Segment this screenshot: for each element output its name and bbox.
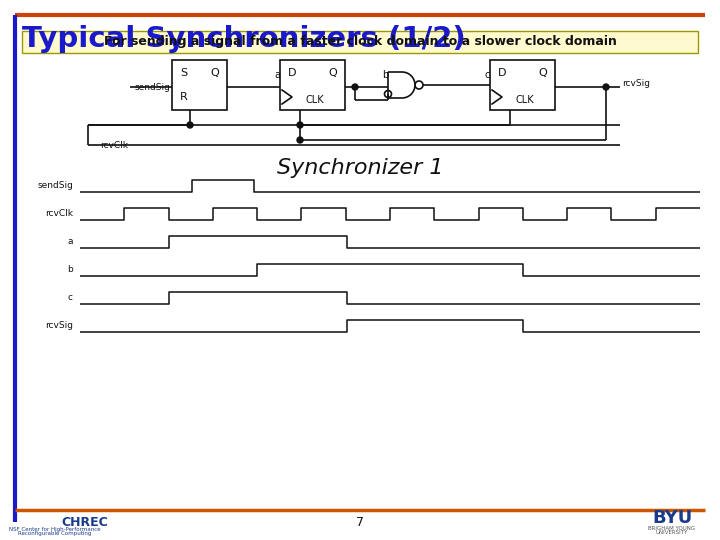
- Text: BRIGHAM YOUNG: BRIGHAM YOUNG: [649, 525, 696, 530]
- Text: Synchronizer 1: Synchronizer 1: [276, 158, 444, 178]
- Text: b: b: [67, 266, 73, 274]
- Text: D: D: [288, 68, 296, 78]
- Text: sendSig: sendSig: [37, 181, 73, 191]
- Circle shape: [297, 137, 303, 143]
- Bar: [172, 60, 227, 110]
- Text: CLK: CLK: [306, 95, 324, 105]
- Text: rcvClk: rcvClk: [100, 140, 128, 150]
- Text: NSF Center for High-Performance: NSF Center for High-Performance: [9, 526, 101, 531]
- Text: rcvSig: rcvSig: [45, 321, 73, 330]
- Circle shape: [187, 122, 193, 128]
- Bar: [490, 60, 555, 110]
- Circle shape: [603, 84, 609, 90]
- Text: S: S: [181, 68, 188, 78]
- Text: R: R: [180, 92, 188, 102]
- Text: UNIVERSITY: UNIVERSITY: [656, 530, 688, 535]
- Text: Q: Q: [211, 68, 220, 78]
- Text: Q: Q: [539, 68, 547, 78]
- Circle shape: [352, 84, 358, 90]
- Text: sendSig: sendSig: [134, 83, 170, 91]
- Text: For sending a signal from a faster clock domain to a slower clock domain: For sending a signal from a faster clock…: [104, 36, 616, 49]
- Text: c: c: [485, 70, 490, 80]
- Bar: [280, 60, 345, 110]
- Text: BYU: BYU: [652, 509, 692, 527]
- Text: b: b: [382, 70, 388, 80]
- Text: a: a: [274, 70, 280, 80]
- Text: a: a: [68, 238, 73, 246]
- Text: 7: 7: [356, 516, 364, 529]
- Text: CLK: CLK: [516, 95, 534, 105]
- Text: c: c: [68, 294, 73, 302]
- Text: Q: Q: [328, 68, 338, 78]
- Circle shape: [297, 122, 303, 128]
- Text: rcvSig: rcvSig: [622, 79, 650, 89]
- Text: D: D: [498, 68, 506, 78]
- Text: Reconfigurable Computing: Reconfigurable Computing: [18, 530, 91, 536]
- Text: Typical Synchronizers (1/2): Typical Synchronizers (1/2): [22, 25, 466, 53]
- FancyBboxPatch shape: [22, 31, 698, 53]
- Text: rcvClk: rcvClk: [45, 210, 73, 219]
- Text: CHREC: CHREC: [62, 516, 109, 529]
